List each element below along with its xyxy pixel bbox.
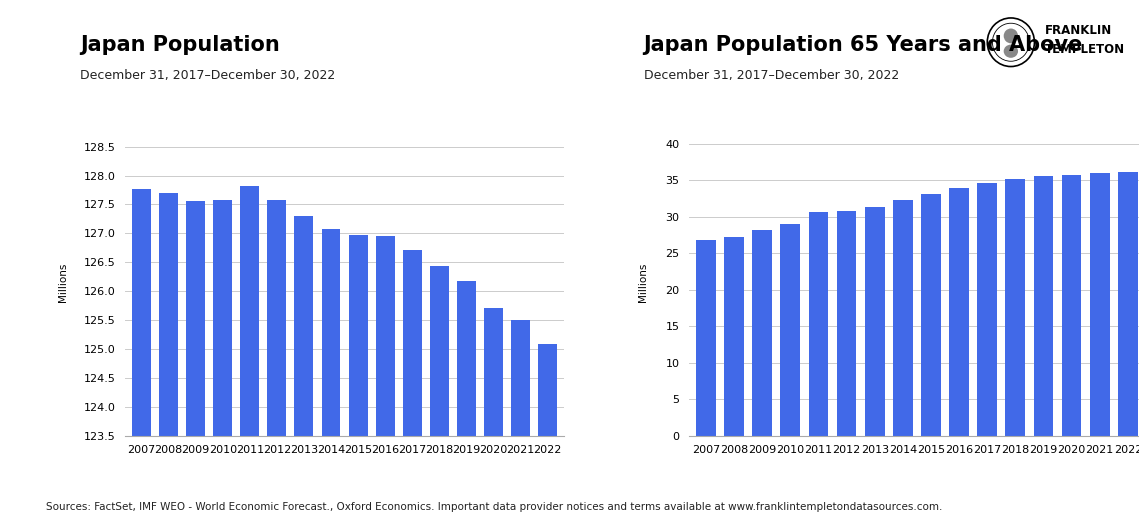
Text: TEMPLETON: TEMPLETON [1044, 43, 1124, 56]
Ellipse shape [1003, 44, 1018, 58]
Bar [295, 216, 313, 528]
Text: Sources: FactSet, IMF WEO - World Economic Forecast., Oxford Economics. Importan: Sources: FactSet, IMF WEO - World Econom… [46, 502, 942, 512]
Bar [977, 183, 997, 436]
Bar [132, 189, 151, 528]
Y-axis label: Millions: Millions [58, 263, 68, 302]
Text: December 31, 2017–December 30, 2022: December 31, 2017–December 30, 2022 [644, 69, 899, 82]
Bar [1090, 173, 1109, 436]
Bar [1033, 176, 1054, 436]
Bar [186, 201, 205, 528]
Bar [321, 229, 341, 528]
Bar [240, 186, 260, 528]
Bar [1062, 175, 1081, 436]
Bar [213, 201, 232, 528]
Bar [780, 224, 801, 436]
Bar [511, 320, 530, 528]
Text: December 31, 2017–December 30, 2022: December 31, 2017–December 30, 2022 [80, 69, 335, 82]
Bar [429, 266, 449, 528]
Bar [921, 194, 941, 436]
Bar [753, 230, 772, 436]
Bar [837, 211, 857, 436]
Y-axis label: Millions: Millions [638, 263, 648, 302]
Bar [1118, 172, 1138, 436]
Text: Japan Population: Japan Population [80, 35, 279, 55]
Bar [403, 250, 421, 528]
Circle shape [1003, 29, 1018, 43]
Bar [893, 200, 912, 436]
Bar [809, 212, 828, 436]
Bar [1006, 179, 1025, 436]
Bar [949, 187, 969, 436]
Bar [268, 201, 286, 528]
Bar [484, 308, 503, 528]
Bar [376, 235, 394, 528]
Bar [696, 240, 715, 436]
Bar [349, 235, 368, 528]
Text: FRANKLIN: FRANKLIN [1044, 24, 1112, 37]
Bar [457, 281, 476, 528]
Bar [724, 237, 744, 436]
Text: Japan Population 65 Years and Above: Japan Population 65 Years and Above [644, 35, 1083, 55]
Bar [159, 193, 178, 528]
Bar [538, 344, 557, 528]
Bar [865, 206, 885, 436]
